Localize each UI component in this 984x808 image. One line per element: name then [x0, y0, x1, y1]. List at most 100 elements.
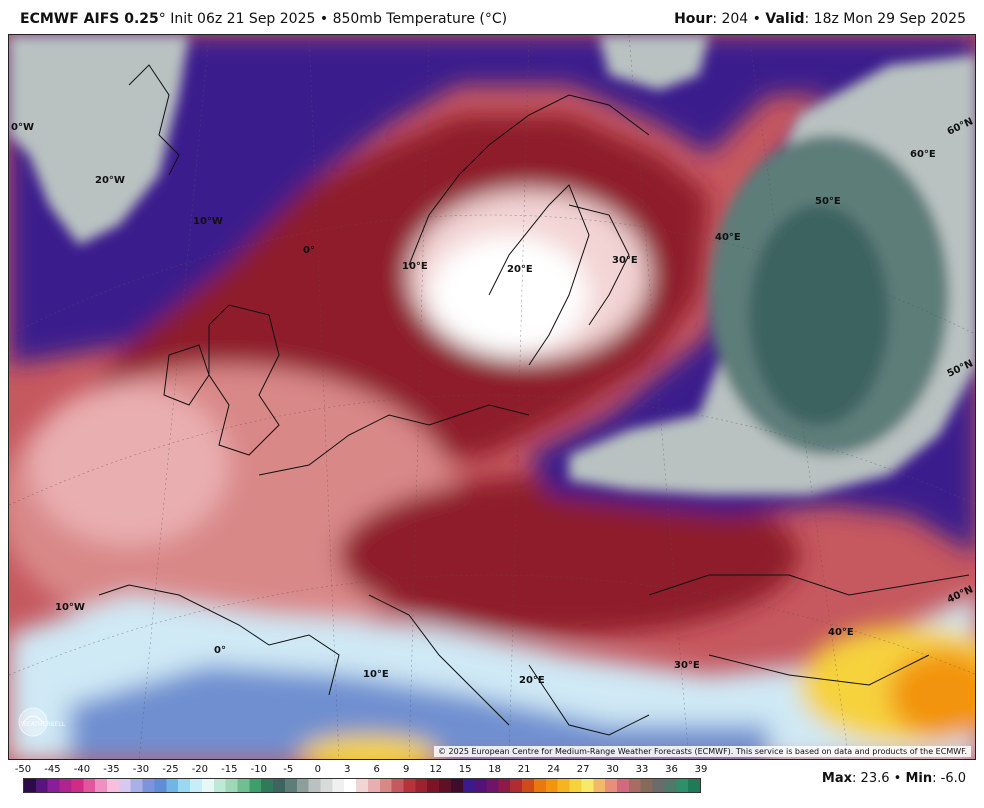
map-canvas: 0°W 20°W 10°W 0° 10°E 20°E 30°E 40°E 50°… — [9, 35, 975, 759]
lon-label: 0° — [214, 645, 226, 656]
product-name: 850mb Temperature (°C) — [332, 11, 508, 27]
hot-yellow-africa — [299, 735, 439, 759]
colorbar-tick-label: 33 — [635, 764, 649, 775]
coast-britain — [208, 304, 280, 456]
colorbar-tick-label: -10 — [250, 764, 267, 775]
degree-symbol: ° — [158, 11, 166, 27]
colorbar-tick-label: -35 — [103, 764, 120, 775]
lon-label: 30°E — [612, 255, 638, 266]
coastlines — [98, 64, 970, 736]
hour-value: : 204 — [712, 11, 749, 27]
cold-core-inner — [749, 205, 889, 425]
lon-label: 10°W — [193, 216, 223, 227]
hot-orange-east — [889, 650, 975, 740]
pink-atlantic — [29, 385, 229, 545]
lon-label: 0°W — [11, 122, 34, 133]
colorbar-tick-label: 21 — [517, 764, 531, 775]
graticule — [9, 35, 975, 759]
model-name: ECMWF AIFS 0.25 — [20, 11, 159, 27]
lon-label: 20°W — [95, 175, 125, 186]
coast-sweden — [488, 184, 590, 366]
lon-label: 30°E — [674, 660, 700, 671]
colorbar-tick-label: -15 — [221, 764, 238, 775]
colorbar-tick-label: 36 — [665, 764, 678, 775]
lon-label: 20°E — [507, 264, 533, 275]
parallel-40 — [9, 574, 975, 676]
cold-pool-arctic — [599, 35, 709, 90]
init-time: Init 06z 21 Sep 2025 — [170, 11, 316, 27]
colorbar-tick-label: 27 — [576, 764, 590, 775]
coast-iberia — [98, 584, 340, 696]
valid-time-block: Hour: 204 • Valid: 18z Mon 29 Sep 2025 — [674, 11, 966, 27]
coast-ireland — [163, 344, 210, 406]
colorbar-tick-label: 18 — [488, 764, 502, 775]
colorbar-tick-label: -20 — [191, 764, 209, 775]
temperature-map: 0°W 20°W 10°W 0° 10°E 20°E 30°E 40°E 50°… — [8, 34, 976, 760]
purple-band-north — [9, 35, 975, 365]
colorbar-tick-label: -45 — [44, 764, 61, 775]
coast-italy — [368, 594, 510, 726]
coast-black-sea — [648, 574, 970, 596]
parallel-50 — [9, 394, 975, 506]
coast-norway — [408, 94, 650, 266]
min-value: : -6.0 — [932, 771, 966, 786]
cold-air-pools — [9, 35, 975, 495]
colorbar-tick-label: 6 — [373, 764, 380, 775]
logo-text: WEATHERBELL — [21, 721, 66, 728]
meridian-0 — [308, 35, 340, 759]
warm-core-inner — [429, 235, 589, 355]
colorbar-tick-label: 3 — [344, 764, 351, 775]
lon-label: 20°E — [519, 675, 545, 686]
lon-label: 10°E — [402, 261, 428, 272]
colorbar-tick-label: -40 — [73, 764, 91, 775]
grid-labels: 0°W 20°W 10°W 0° 10°E 20°E 30°E 40°E 50°… — [11, 116, 975, 686]
coast-finland — [568, 204, 630, 326]
meridian-30e — [628, 35, 690, 759]
colorbar-tick-label: -5 — [283, 764, 294, 775]
parallel-60 — [9, 214, 975, 336]
lon-label: 40°E — [828, 627, 854, 638]
colorbar-ticks: -50 -45 -40 -35 -30 -25 -20 -15 -10 -5 0 3 6 9 12 15 18 2… — [10, 764, 710, 778]
colorbar-tick-label: -50 — [14, 764, 32, 775]
colorbar-tick-label: 39 — [694, 764, 708, 775]
header: ECMWF AIFS 0.25° Init 06z 21 Sep 2025 • … — [0, 0, 984, 34]
valid-value: : 18z Mon 29 Sep 2025 — [804, 11, 966, 27]
lon-label: 60°E — [910, 149, 936, 160]
max-label: Max — [821, 771, 853, 786]
colorbar-tick-label: 15 — [458, 764, 472, 775]
lon-label: 0° — [303, 245, 315, 256]
valid-separator: • — [752, 11, 761, 27]
coast-north-sea — [258, 404, 530, 476]
weatherbell-logo: WEATHERBELL — [18, 707, 66, 737]
meridian-10e — [408, 35, 430, 759]
colorbar-tick-label: -25 — [162, 764, 179, 775]
colorbar-tick-label: 0 — [314, 764, 321, 775]
colorbar-tick-label: -30 — [132, 764, 150, 775]
meridian-40e — [748, 35, 850, 759]
colorbar-tick-label: 24 — [547, 764, 560, 775]
valid-label: Valid — [765, 11, 805, 27]
colorbar-tick-label: 9 — [403, 764, 410, 775]
blue-mediterranean — [69, 665, 769, 759]
lon-label: 10°E — [363, 669, 389, 680]
colorbar-tick-label: 30 — [606, 764, 619, 775]
title-separator: • — [319, 11, 329, 27]
max-min-stats: Max: 23.6 • Min: -6.0 — [822, 771, 966, 786]
colorbar-tick-label: 12 — [429, 764, 443, 775]
max-value: : 23.6 — [852, 771, 890, 786]
copyright-notice: © 2025 European Centre for Medium-Range … — [434, 746, 971, 757]
hour-label: Hour — [674, 11, 713, 27]
lon-label: 40°E — [715, 232, 741, 243]
colorbar — [23, 778, 701, 793]
lon-label: 50°E — [815, 196, 841, 207]
coast-greenland — [128, 64, 180, 176]
lon-label: 10°W — [55, 602, 85, 613]
dark-red-central — [339, 475, 799, 635]
coast-balkans — [528, 664, 650, 736]
meridian-10w — [138, 35, 210, 759]
meridian-20e — [508, 35, 530, 759]
min-label: Min — [905, 771, 933, 786]
coast-turkey — [708, 654, 930, 686]
colorbar-legend: -50 -45 -40 -35 -30 -25 -20 -15 -10 -5 0 3 6 9 12 15 18 2… — [10, 764, 710, 804]
chart-title: ECMWF AIFS 0.25° Init 06z 21 Sep 2025 • … — [20, 11, 507, 27]
